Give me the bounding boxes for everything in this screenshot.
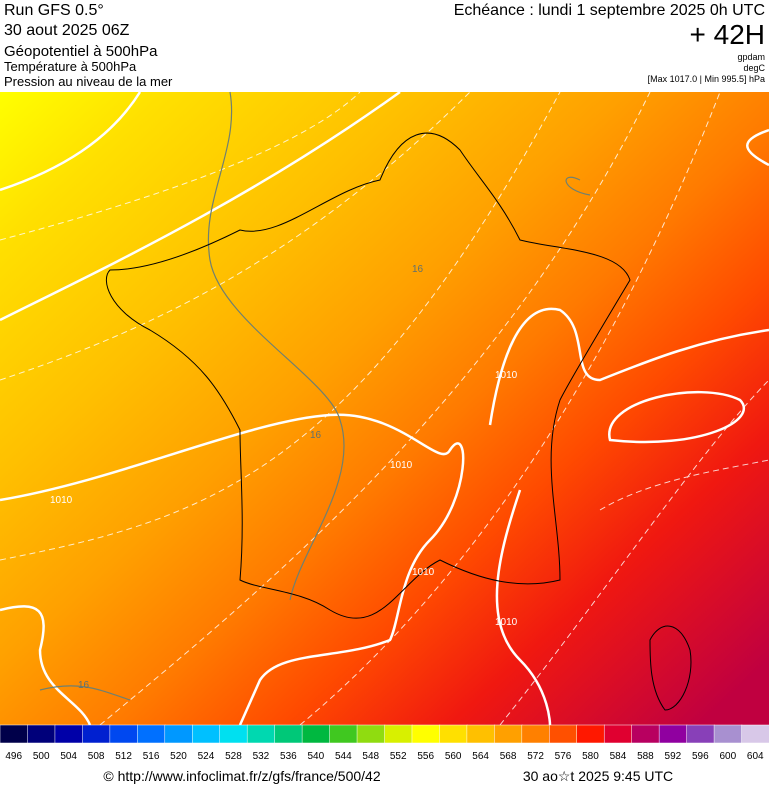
contour-label: 1010 (495, 617, 518, 628)
legend-label: 564 (472, 751, 489, 762)
color-swatch (411, 724, 441, 744)
legend-label: 572 (527, 751, 544, 762)
legend-label: 580 (582, 751, 599, 762)
legend-label: 596 (692, 751, 709, 762)
legend-label: 600 (719, 751, 736, 762)
color-swatch (713, 724, 743, 744)
legend-label: 528 (225, 751, 242, 762)
unit: degC (743, 63, 765, 73)
legend-label: 560 (445, 751, 462, 762)
color-swatch (494, 724, 523, 744)
pressure-range: [Max 1017.0 | Min 995.5] hPa (648, 74, 765, 84)
contour-label: 1010 (390, 460, 413, 471)
legend-label: 556 (417, 751, 434, 762)
legend-label: 524 (198, 751, 215, 762)
color-swatch (109, 724, 139, 744)
legend-label: 584 (610, 751, 627, 762)
legend-label: 588 (637, 751, 654, 762)
color-swatch (466, 724, 496, 744)
legend-label: 536 (280, 751, 297, 762)
field: Température à 500hPa (4, 59, 137, 74)
lead-time: + 42H (690, 19, 766, 50)
contour-label: 16 (310, 430, 322, 441)
legend-label: 496 (5, 751, 22, 762)
field: Géopotentiel à 500hPa (4, 43, 158, 60)
legend-label: 540 (307, 751, 324, 762)
legend-label: 552 (390, 751, 407, 762)
legend-label: 576 (555, 751, 572, 762)
color-swatch (686, 724, 715, 744)
contour-label: 1010 (50, 495, 73, 506)
run-date: 30 aout 2025 06Z (4, 22, 130, 39)
color-swatch (82, 724, 111, 744)
contour-label: 16 (412, 264, 424, 275)
legend-label: 508 (88, 751, 105, 762)
contour-label: 16 (78, 680, 90, 691)
legend-label: 520 (170, 751, 187, 762)
valid-time: Echéance : lundi 1 septembre 2025 0h UTC (454, 2, 765, 19)
footer-time: 30 ao☆t 2025 9:45 UTC (523, 768, 673, 784)
legend-label: 592 (665, 751, 682, 762)
color-swatch (54, 724, 84, 744)
legend-label: 512 (115, 751, 132, 762)
color-swatch (274, 724, 303, 744)
color-swatch (329, 724, 358, 744)
contour-label: 1010 (412, 567, 435, 578)
contour-label: 1010 (495, 370, 518, 381)
color-swatch (164, 724, 194, 744)
legend-label: 504 (60, 751, 77, 762)
color-swatch (137, 724, 166, 744)
colorbar: 496 500 504 508 512 516 520 524 528 532 536 540 544 5… (0, 724, 769, 762)
field: Pression au niveau de la mer (4, 74, 173, 89)
color-swatch (0, 724, 29, 744)
color-swatch (576, 724, 605, 744)
legend-label: 500 (33, 751, 50, 762)
footer-url: © http://www.infoclimat.fr/z/gfs/france/… (103, 768, 380, 784)
legend-label: 568 (500, 751, 517, 762)
color-swatch (192, 724, 221, 744)
color-swatch (246, 724, 276, 744)
color-swatch (356, 724, 386, 744)
color-swatch (658, 724, 688, 744)
color-swatch (741, 724, 769, 744)
color-swatch (631, 724, 660, 744)
legend-label: 604 (747, 751, 764, 762)
color-swatch (219, 724, 248, 744)
color-swatch (549, 724, 578, 744)
legend-label: 544 (335, 751, 352, 762)
color-swatch (301, 724, 331, 744)
color-swatch (27, 724, 56, 744)
color-swatch (603, 724, 633, 744)
legend-label: 548 (362, 751, 379, 762)
legend-label: 532 (253, 751, 270, 762)
legend-label: 516 (143, 751, 160, 762)
color-swatch (521, 724, 551, 744)
color-swatch (439, 724, 468, 744)
color-swatch (384, 724, 413, 744)
run: Run GFS 0.5° (4, 2, 104, 19)
unit: gpdam (737, 52, 765, 62)
map: 1010 1010 1010 1010 1010 16 16 16 (0, 90, 769, 726)
